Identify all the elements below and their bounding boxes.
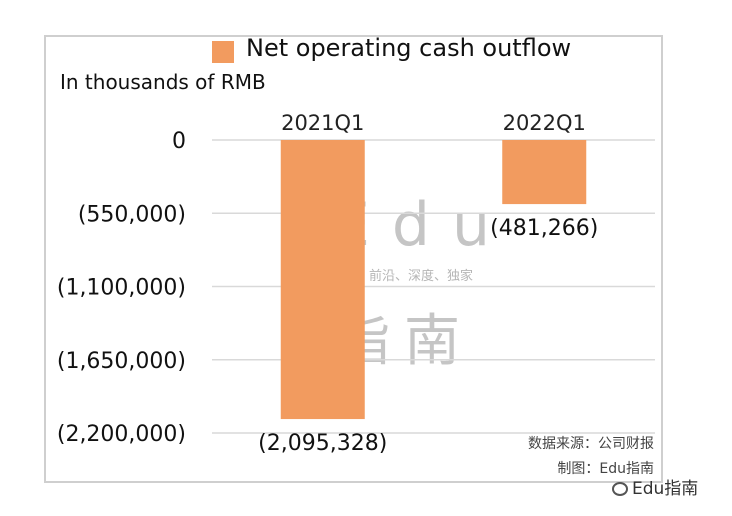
source-note: 数据来源：公司财报 [528, 436, 654, 452]
wechat-icon [612, 482, 628, 496]
chart-frame [44, 35, 663, 483]
y-tick-label: (1,650,000) [57, 349, 186, 374]
brand-label: Edu指南 [632, 479, 699, 499]
y-axis-unit-label: In thousands of RMB [60, 70, 266, 94]
category-label: 2022Q1 [503, 111, 586, 135]
y-tick-label: (550,000) [78, 202, 186, 227]
data-label: (481,266) [490, 216, 598, 241]
legend-swatch [212, 41, 234, 63]
y-tick-label: (2,200,000) [57, 422, 186, 447]
maker-note: 制图：Edu指南 [557, 461, 654, 477]
brand-mark: Edu指南 [612, 474, 698, 499]
legend-label: Net operating cash outflow [246, 34, 572, 62]
category-label: 2021Q1 [281, 111, 364, 135]
bar [502, 140, 587, 205]
data-label: (2,095,328) [258, 431, 387, 456]
y-tick-label: (1,100,000) [57, 276, 186, 301]
bar [280, 140, 365, 420]
y-tick-label: 0 [172, 129, 186, 154]
